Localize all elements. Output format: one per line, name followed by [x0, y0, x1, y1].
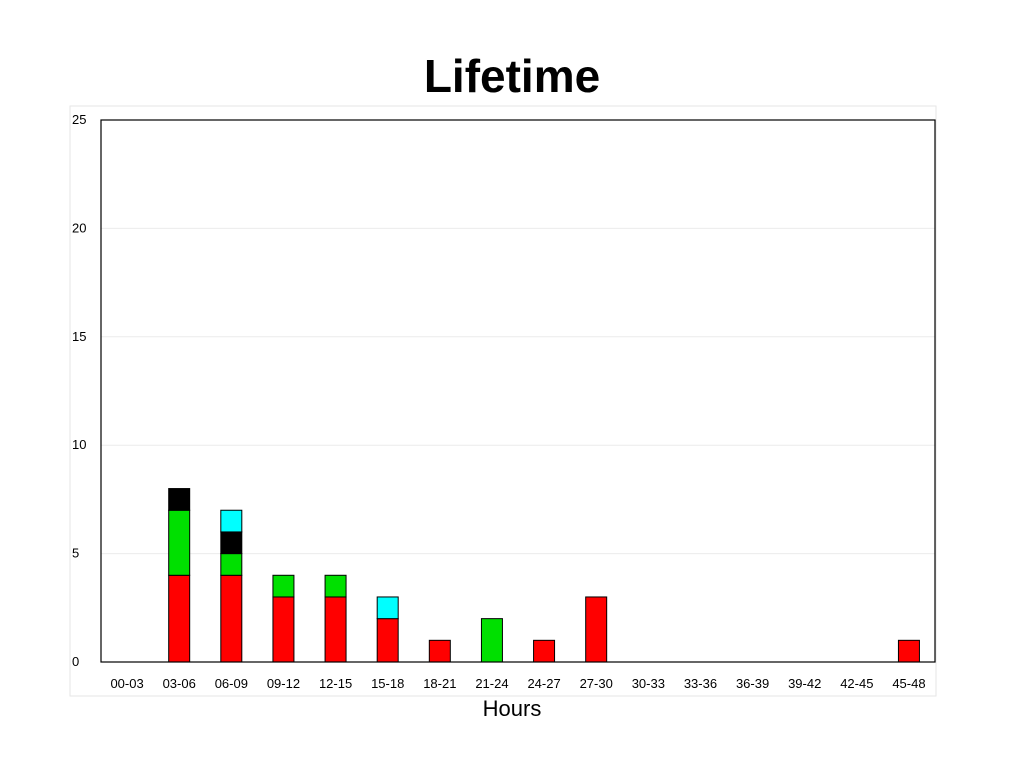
y-tick-label: 15 [72, 329, 86, 344]
x-tick-label: 33-36 [684, 676, 717, 691]
plot-area-frame [100, 119, 936, 663]
bar-segment [585, 596, 608, 663]
x-tick-label: 12-15 [319, 676, 352, 691]
y-tick-label: 20 [72, 220, 86, 235]
x-tick-label: 42-45 [840, 676, 873, 691]
bar-segment [376, 596, 399, 620]
x-tick-label: 09-12 [267, 676, 300, 691]
x-tick-label: 30-33 [632, 676, 665, 691]
x-tick-label: 36-39 [736, 676, 769, 691]
bar-segment [220, 553, 243, 576]
bar-segment [897, 639, 920, 663]
x-tick-label: 27-30 [580, 676, 613, 691]
bar-segment [533, 639, 556, 663]
x-axis-label: Hours [482, 696, 542, 717]
x-tick-label: 00-03 [110, 676, 143, 691]
bar-segment [480, 618, 503, 663]
y-tick-label: 10 [72, 437, 86, 452]
bar-segment [376, 618, 399, 663]
x-tick-label: 18-21 [423, 676, 456, 691]
y-tick-label: 0 [72, 654, 79, 669]
x-tick-label: 45-48 [892, 676, 925, 691]
bar-segment [220, 574, 243, 663]
bar-segment [428, 639, 451, 663]
x-tick-label: 15-18 [371, 676, 404, 691]
x-tick-label: 06-09 [215, 676, 248, 691]
y-tick-label: 25 [72, 112, 86, 127]
bars [168, 488, 920, 663]
x-tick-label: 39-42 [788, 676, 821, 691]
gridlines [101, 227, 935, 555]
y-axis-ticks: 0 5 10 15 20 25 [72, 112, 86, 669]
bar-segment [220, 531, 243, 555]
bar-segment [272, 574, 295, 598]
x-tick-label: 24-27 [527, 676, 560, 691]
bar-segment [324, 596, 347, 663]
bar-segment [168, 488, 191, 511]
chart-title: Lifetime [423, 50, 601, 102]
bar-segment [272, 596, 295, 663]
x-tick-label: 21-24 [475, 676, 508, 691]
x-axis-ticks: 00-03 03-06 06-09 09-12 12-15 15-18 18-21 21-24… [110, 676, 925, 691]
bar-segment [220, 509, 243, 533]
x-tick-label: 03-06 [163, 676, 196, 691]
bar-segment [168, 509, 191, 576]
y-tick-label: 5 [72, 546, 79, 561]
chart-area-border [69, 105, 937, 697]
bar-segment [324, 574, 347, 598]
bar-segment [168, 574, 191, 663]
